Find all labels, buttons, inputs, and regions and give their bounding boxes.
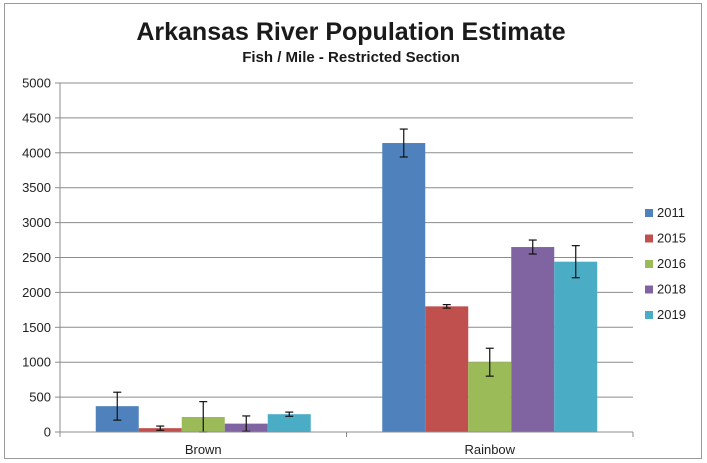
legend-item-2011: 2011 [645, 205, 685, 220]
legend-swatch [645, 209, 653, 217]
legend-label: 2019 [657, 307, 686, 322]
legend-item-2018: 2018 [645, 282, 686, 297]
y-tick-label: 2000 [22, 285, 51, 300]
x-category-label: Rainbow [464, 442, 515, 457]
legend-swatch [645, 285, 653, 294]
error-bar-brown-2011 [113, 391, 122, 421]
y-tick-label: 1000 [22, 355, 51, 370]
error-bars [113, 128, 580, 433]
chart-subtitle: Fish / Mile - Restricted Section [242, 49, 460, 66]
legend-swatch [645, 260, 653, 268]
chart-title: Arkansas River Population Estimate [136, 18, 565, 46]
legend: 2011 2015 2016 2018 2019 [645, 205, 686, 322]
error-bar-rainbow-2019 [571, 245, 580, 279]
bar-rainbow-2019 [554, 261, 598, 432]
x-category-label: Brown [185, 442, 222, 457]
y-tick-label: 0 [44, 425, 51, 440]
chart-frame: Arkansas River Population Estimate Fish … [4, 3, 702, 459]
y-axis-ticks: 0 500 1000 1500 2000 2500 3000 3500 4000 4500 5000 [22, 76, 60, 440]
error-bar-rainbow-2016 [485, 347, 494, 377]
gridlines [60, 82, 633, 398]
y-tick-label: 2500 [22, 250, 51, 265]
bar-rainbow-2018 [511, 247, 555, 432]
legend-item-2015: 2015 [645, 231, 686, 246]
y-tick-label: 5000 [22, 76, 51, 91]
legend-item-2019: 2019 [645, 307, 686, 322]
error-bar-brown-2015 [156, 425, 165, 431]
error-bar-rainbow-2011 [399, 128, 408, 158]
bar-rainbow-2015 [425, 306, 469, 432]
x-axis-categories: Brown Rainbow [185, 442, 516, 457]
error-bar-brown-2018 [242, 415, 251, 432]
bar-chart: Arkansas River Population Estimate Fish … [22, 18, 686, 457]
y-tick-label: 1500 [22, 320, 51, 335]
legend-swatch [645, 311, 653, 319]
legend-label: 2018 [657, 282, 686, 297]
axes [59, 83, 634, 437]
y-tick-label: 3000 [22, 215, 51, 230]
bar-brown-2019 [267, 414, 311, 432]
y-tick-label: 3500 [22, 180, 51, 195]
legend-swatch [645, 234, 653, 243]
error-bar-brown-2019 [285, 411, 294, 417]
legend-item-2016: 2016 [645, 256, 686, 271]
legend-label: 2011 [657, 205, 685, 220]
y-tick-label: 4000 [22, 145, 51, 160]
error-bar-rainbow-2018 [528, 239, 537, 255]
y-tick-label: 500 [29, 390, 51, 405]
legend-label: 2015 [657, 231, 686, 246]
error-bar-rainbow-2015 [442, 304, 451, 309]
legend-label: 2016 [657, 256, 686, 271]
bar-rainbow-2011 [382, 143, 426, 432]
y-tick-label: 4500 [22, 110, 51, 125]
bars [95, 143, 598, 432]
